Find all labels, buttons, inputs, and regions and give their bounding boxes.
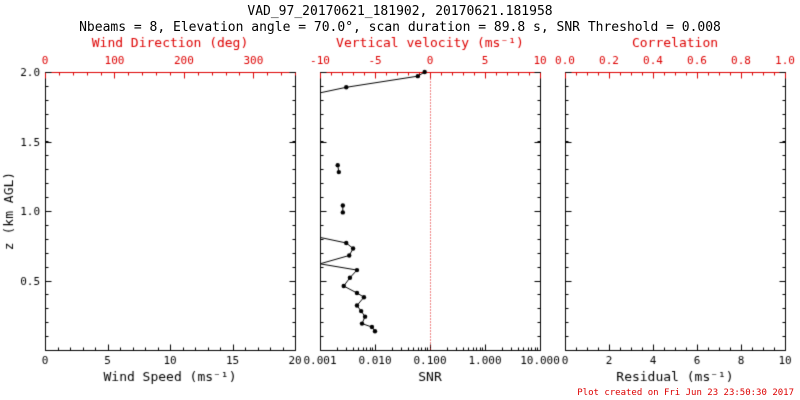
plot-created-note: Plot created on Fri Jun 23 23:50:30 2017 (577, 388, 794, 398)
